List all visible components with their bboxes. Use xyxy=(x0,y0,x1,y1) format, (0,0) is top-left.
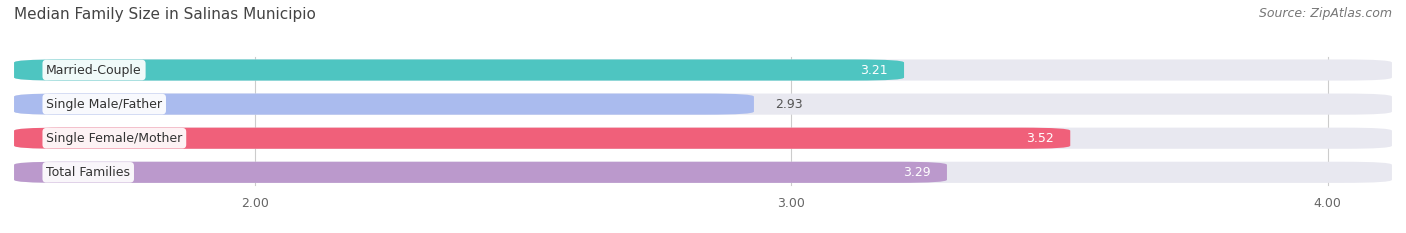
FancyBboxPatch shape xyxy=(14,93,1392,115)
FancyBboxPatch shape xyxy=(14,93,754,115)
FancyBboxPatch shape xyxy=(14,59,1392,81)
Text: 3.21: 3.21 xyxy=(860,64,889,76)
Text: Married-Couple: Married-Couple xyxy=(46,64,142,76)
FancyBboxPatch shape xyxy=(14,128,1392,149)
Text: Total Families: Total Families xyxy=(46,166,131,179)
Text: Single Female/Mother: Single Female/Mother xyxy=(46,132,183,145)
Text: Source: ZipAtlas.com: Source: ZipAtlas.com xyxy=(1258,7,1392,20)
FancyBboxPatch shape xyxy=(14,162,1392,183)
FancyBboxPatch shape xyxy=(14,162,948,183)
Text: Median Family Size in Salinas Municipio: Median Family Size in Salinas Municipio xyxy=(14,7,316,22)
Text: 3.52: 3.52 xyxy=(1026,132,1054,145)
FancyBboxPatch shape xyxy=(14,59,904,81)
Text: Single Male/Father: Single Male/Father xyxy=(46,98,162,111)
Text: 2.93: 2.93 xyxy=(775,98,803,111)
FancyBboxPatch shape xyxy=(14,128,1070,149)
Text: 3.29: 3.29 xyxy=(903,166,931,179)
